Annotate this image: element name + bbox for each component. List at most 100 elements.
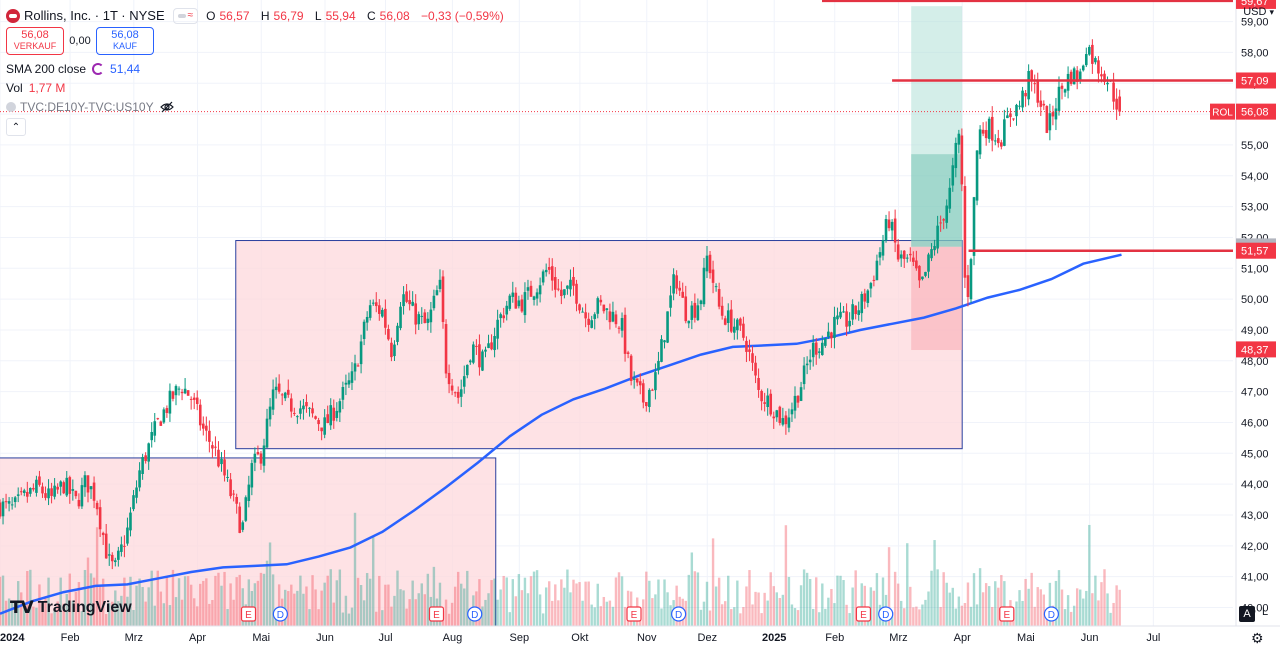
vol-indicator-row[interactable]: Vol 1,77 M <box>6 78 508 97</box>
candle-body <box>1094 58 1097 63</box>
candle-body <box>414 303 418 325</box>
volume-bar <box>74 591 78 626</box>
candle-body <box>244 497 248 521</box>
volume-bar <box>705 581 709 626</box>
candle-body <box>805 363 809 366</box>
candle-body <box>887 219 891 229</box>
compare-toggle-icon[interactable]: ≈ <box>172 7 199 24</box>
sell-button[interactable]: 56,08 VERKAUF <box>6 27 64 55</box>
symbol-title[interactable]: Rollins, Inc. · 1T · NYSE <box>24 8 165 23</box>
price-axis-label: 59,67 <box>1241 0 1269 8</box>
candle-body <box>16 494 20 496</box>
candle-body <box>842 311 845 313</box>
candle-body <box>7 501 11 504</box>
candle-body <box>984 130 988 139</box>
candle-body <box>669 295 672 308</box>
buy-button[interactable]: 56,08 KAUF <box>96 27 154 55</box>
volume-bar <box>717 577 721 626</box>
price-axis-label: 57,09 <box>1241 75 1269 87</box>
candle-body <box>171 391 175 399</box>
earnings-event-icon <box>240 606 257 622</box>
candle-body <box>827 331 830 337</box>
volume-bar <box>484 599 487 626</box>
volume-bar <box>781 594 785 626</box>
candle-body <box>135 487 138 498</box>
volume-bar <box>105 613 108 626</box>
volume-bar <box>714 586 718 626</box>
volume-bar <box>514 596 518 626</box>
volume-bar <box>83 569 87 626</box>
volume-bar <box>129 576 132 626</box>
volume-bar <box>942 572 945 626</box>
candle-body <box>159 421 163 426</box>
volume-bar <box>1069 611 1073 626</box>
candle-body <box>220 458 223 465</box>
volume-bar <box>256 580 260 626</box>
volume-bar <box>1066 595 1070 626</box>
candle-body <box>733 326 736 333</box>
volume-bar <box>578 582 581 626</box>
log-scale-button[interactable]: L <box>1262 606 1269 618</box>
dividend-event-label: D <box>675 610 682 621</box>
auto-scale-button[interactable]: A <box>1239 606 1255 622</box>
volume-bar <box>736 580 739 626</box>
candle-body <box>490 342 493 350</box>
sma-indicator-row[interactable]: SMA 200 close 51,44 <box>6 59 508 78</box>
candle-body <box>745 340 748 352</box>
volume-bar <box>881 577 885 626</box>
volume-bar <box>393 595 396 626</box>
candle-body <box>499 314 502 319</box>
volume-bar <box>975 604 979 626</box>
volume-bar <box>411 580 414 626</box>
volume-bar <box>311 575 314 626</box>
candle-body <box>214 446 217 448</box>
spread-series-row[interactable]: TVC:DE10Y-TVC:US10Y <box>6 97 508 116</box>
candle-body <box>241 522 245 530</box>
candle-body <box>168 390 172 414</box>
volume-bar <box>824 608 827 626</box>
candle-body <box>101 532 105 536</box>
candle-body <box>878 252 882 258</box>
candle-body <box>1057 86 1061 111</box>
candle-body <box>71 489 75 491</box>
candle-body <box>496 319 499 339</box>
candle-body <box>1039 100 1043 107</box>
volume-bar <box>572 579 575 626</box>
volume-bar <box>899 600 903 626</box>
candle-body <box>638 381 642 386</box>
volume-bar <box>47 577 50 626</box>
candle-body <box>335 410 339 418</box>
candle-body <box>863 293 867 302</box>
price-axis-label: 56,08 <box>1241 107 1269 119</box>
tradingview-logo-icon: 𝗧𝗩 <box>10 598 34 617</box>
volume-bar <box>912 607 915 626</box>
volume-bar <box>839 575 842 626</box>
earnings-event-icon <box>855 606 872 622</box>
candle-body <box>59 481 62 487</box>
volume-bar <box>560 579 563 626</box>
volume-bar <box>769 572 772 626</box>
volume-bar <box>623 606 627 626</box>
volume-bar <box>590 604 593 626</box>
x-tick-label: Jul <box>1146 632 1160 644</box>
eye-off-icon[interactable] <box>159 100 174 114</box>
y-tick-label: 53,00 <box>1241 202 1269 214</box>
candle-body <box>432 295 436 309</box>
candle-body <box>296 416 299 418</box>
candle-body <box>92 482 96 501</box>
settings-gear-icon[interactable]: ⚙ <box>1251 630 1264 646</box>
x-tick-label: Nov <box>637 632 657 644</box>
candle-body <box>329 405 333 426</box>
candle-body <box>1063 89 1067 93</box>
candle-body <box>1088 46 1091 55</box>
collapse-legend-button[interactable]: ⌃ <box>6 118 26 136</box>
candle-body <box>751 353 754 363</box>
volume-bar <box>408 599 411 626</box>
sma-value: 51,44 <box>110 61 141 76</box>
candle-body <box>320 427 323 432</box>
volume-bar <box>68 573 71 626</box>
volume-bar <box>466 570 469 626</box>
currency-selector[interactable]: USD ▾ <box>1243 6 1274 18</box>
